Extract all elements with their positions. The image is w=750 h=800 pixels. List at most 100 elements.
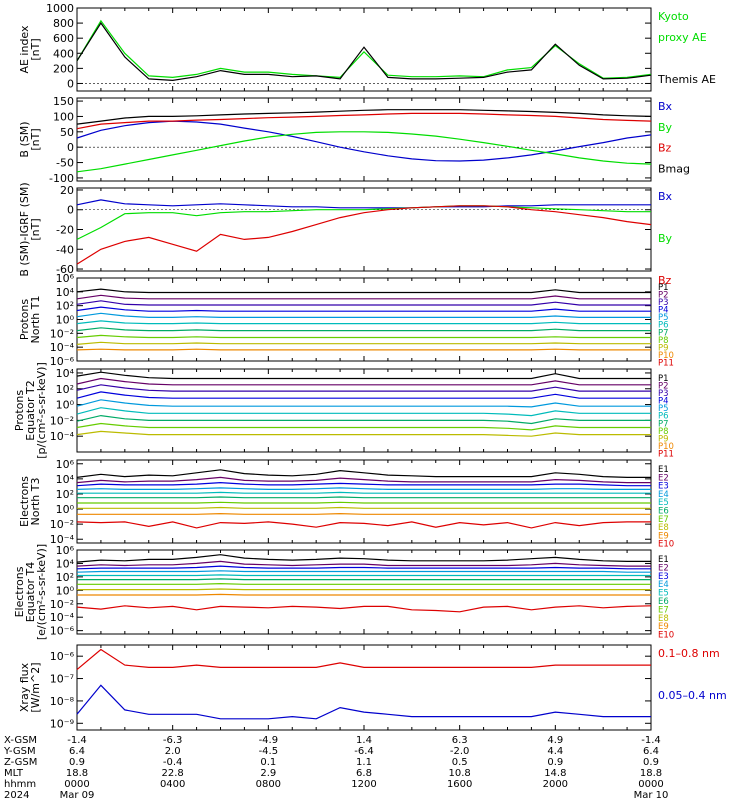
x-axis-row-label: 2024	[4, 790, 29, 800]
x-axis-value: 0400	[160, 779, 185, 790]
series-line-9	[76, 430, 651, 437]
y-axis-label: North T1	[29, 296, 42, 344]
legend-label: Bz	[658, 274, 672, 287]
legend-label: E10	[658, 540, 674, 550]
legend-label: E9	[658, 622, 669, 632]
series-line-10	[76, 605, 652, 613]
series-line-1	[76, 371, 651, 380]
x-axis-value: -6.3	[163, 735, 183, 746]
legend-label: By	[658, 232, 673, 245]
y-axis-label: Xray flux	[18, 662, 31, 712]
legend-label: E5	[658, 589, 669, 599]
y-axis-label: North T3	[29, 478, 42, 526]
series-line-2	[76, 377, 651, 386]
legend-label: P9	[658, 343, 669, 353]
legend-label: E6	[658, 507, 669, 517]
series-line-3	[76, 205, 652, 265]
x-axis-row-label: MLT	[4, 768, 24, 779]
x-axis-value: -1.4	[67, 735, 87, 746]
y-tick-label: 10⁻⁴	[50, 430, 75, 443]
legend-label: P7	[658, 419, 669, 429]
y-axis-label: B (SM)-IGRF (SM)	[18, 182, 31, 276]
y-tick-label: 10⁴	[56, 367, 75, 380]
legend-label: E4	[658, 490, 669, 500]
y-tick-label: 10²	[56, 488, 74, 501]
legend-label: Bz	[658, 142, 672, 155]
legend-label: 0.05–0.4 nm	[658, 689, 727, 702]
series-line-9	[77, 512, 651, 515]
legend-label: Kyoto	[658, 10, 689, 23]
legend-label: E1	[658, 555, 669, 565]
series-line-1	[76, 199, 651, 209]
x-axis-value: 6.4	[643, 746, 659, 757]
legend-label: Bmag	[658, 162, 690, 175]
y-axis-label: B (SM)	[18, 121, 31, 157]
y-tick-label: -20	[56, 224, 74, 237]
x-axis-value: 6.4	[69, 746, 85, 757]
series-line-8	[76, 334, 651, 339]
y-tick-label: 10⁻⁴	[50, 341, 75, 354]
y-tick-label: 10⁰	[56, 314, 75, 327]
y-tick-label: 150	[53, 95, 74, 108]
legend-label: P3	[658, 389, 669, 399]
legend-label: P5	[658, 313, 669, 323]
x-axis-value: Mar 09	[60, 790, 95, 800]
y-axis-label: Equator T2	[24, 380, 37, 440]
series-line-4	[76, 306, 651, 312]
y-tick-label: 600	[53, 32, 74, 45]
y-tick-label: 10⁰	[56, 399, 75, 412]
x-axis-value: 1.4	[356, 735, 372, 746]
legend-label: E8	[658, 523, 669, 533]
series-line-3	[76, 112, 652, 130]
series-line-9	[77, 593, 651, 596]
x-axis-value: 2.0	[165, 746, 181, 757]
legend-label: P6	[658, 412, 669, 422]
x-axis-value: 2.9	[260, 768, 276, 779]
x-axis-value: 14.8	[544, 768, 566, 779]
x-axis-value: Mar 10	[634, 790, 669, 800]
legend-label: P8	[658, 336, 669, 346]
series-line-3	[76, 384, 651, 392]
legend-label: P8	[658, 427, 669, 437]
series-line-1	[76, 648, 651, 671]
series-line-3	[76, 481, 651, 487]
series-line-6	[76, 407, 651, 417]
x-axis-value: 18.8	[640, 768, 662, 779]
y-tick-label: 0	[67, 77, 74, 90]
x-axis-value: 0800	[256, 779, 281, 790]
series-line-2	[76, 205, 651, 240]
series-line-1	[76, 554, 651, 563]
legend-label: P6	[658, 321, 669, 331]
legend-label: P11	[658, 358, 674, 368]
y-tick-label: -60	[56, 263, 74, 276]
series-line-5	[77, 491, 651, 494]
series-line-8	[77, 506, 651, 509]
y-tick-label: 10⁴	[56, 473, 75, 486]
panel-frame	[76, 549, 652, 635]
x-axis-value: 22.8	[162, 768, 184, 779]
y-tick-label: 10⁻⁶	[50, 650, 75, 663]
series-line-7	[77, 582, 651, 585]
legend-label: P10	[658, 442, 674, 452]
y-tick-label: 400	[53, 47, 74, 60]
y-axis-label: [W/m^2]	[29, 662, 42, 712]
series-line-2	[76, 684, 651, 720]
series-line-10	[76, 348, 651, 351]
x-axis-value: 1200	[351, 779, 376, 790]
legend-label: By	[658, 121, 673, 134]
y-tick-label: 50	[60, 126, 74, 139]
series-line-9	[76, 341, 651, 345]
legend-label: Bx	[658, 190, 673, 203]
panel-frame	[76, 7, 652, 92]
legend-label: P2	[658, 291, 669, 301]
y-tick-label: 10⁴	[56, 557, 75, 570]
legend-label: E10	[658, 631, 674, 641]
legend-label: E6	[658, 597, 669, 607]
legend-label: P11	[658, 449, 674, 459]
y-axis-label: [p/(cm²-s-sr-keV)]	[35, 362, 48, 459]
y-tick-label: 200	[53, 62, 74, 75]
legend-label: P3	[658, 298, 669, 308]
